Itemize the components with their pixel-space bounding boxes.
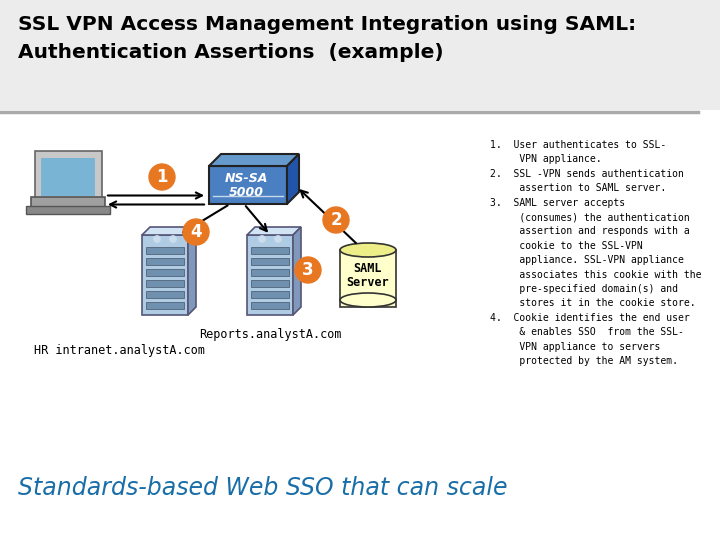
FancyBboxPatch shape [146, 291, 184, 298]
Text: 3: 3 [302, 261, 314, 279]
Text: Standards-based Web SSO that can scale: Standards-based Web SSO that can scale [18, 476, 508, 500]
FancyBboxPatch shape [340, 250, 396, 307]
Polygon shape [293, 227, 301, 315]
Circle shape [295, 257, 321, 283]
Text: 5000: 5000 [228, 186, 264, 199]
Text: Reports.analystA.com: Reports.analystA.com [199, 328, 341, 341]
Circle shape [258, 235, 266, 242]
FancyBboxPatch shape [251, 247, 289, 254]
FancyBboxPatch shape [31, 197, 105, 209]
Text: SSL VPN Access Management Integration using SAML:: SSL VPN Access Management Integration us… [18, 15, 636, 33]
Text: 1.  User authenticates to SSL-
     VPN appliance.
2.  SSL -VPN sends authentica: 1. User authenticates to SSL- VPN applia… [490, 140, 701, 366]
FancyBboxPatch shape [146, 269, 184, 276]
FancyBboxPatch shape [142, 235, 188, 315]
Text: Server: Server [346, 275, 390, 288]
FancyBboxPatch shape [0, 0, 720, 110]
Text: 1: 1 [156, 168, 168, 186]
Circle shape [323, 207, 349, 233]
FancyBboxPatch shape [251, 291, 289, 298]
Circle shape [169, 235, 176, 242]
FancyBboxPatch shape [146, 280, 184, 287]
FancyBboxPatch shape [247, 235, 293, 315]
FancyBboxPatch shape [209, 166, 287, 204]
FancyBboxPatch shape [251, 258, 289, 265]
FancyBboxPatch shape [146, 247, 184, 254]
Circle shape [274, 235, 282, 242]
FancyBboxPatch shape [26, 206, 110, 214]
Text: 4: 4 [190, 223, 202, 241]
FancyBboxPatch shape [146, 258, 184, 265]
Circle shape [153, 235, 161, 242]
Polygon shape [142, 227, 196, 235]
Polygon shape [287, 154, 299, 204]
Polygon shape [209, 154, 299, 166]
Ellipse shape [340, 243, 396, 257]
Text: SAML: SAML [354, 262, 382, 275]
Polygon shape [247, 227, 301, 235]
Text: Authentication Assertions  (example): Authentication Assertions (example) [18, 44, 444, 63]
Ellipse shape [340, 293, 396, 307]
FancyBboxPatch shape [251, 302, 289, 309]
Polygon shape [188, 227, 196, 315]
Circle shape [149, 164, 175, 190]
Circle shape [183, 219, 209, 245]
FancyBboxPatch shape [146, 302, 184, 309]
FancyBboxPatch shape [41, 158, 95, 196]
FancyBboxPatch shape [35, 151, 102, 201]
Text: 2: 2 [330, 211, 342, 229]
Text: HR intranet.analystA.com: HR intranet.analystA.com [35, 344, 205, 357]
FancyBboxPatch shape [251, 269, 289, 276]
FancyBboxPatch shape [251, 280, 289, 287]
Text: NS-SA: NS-SA [225, 172, 268, 186]
